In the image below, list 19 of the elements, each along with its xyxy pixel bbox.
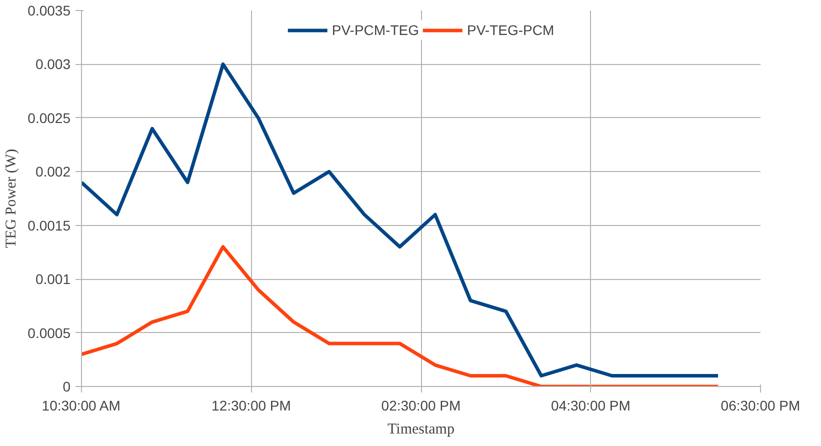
y-tick-label: 0.002 — [35, 164, 71, 180]
y-tick-label: 0.0035 — [28, 2, 71, 18]
x-tick-label: 06:30:00 PM — [720, 398, 800, 414]
y-tick-label: 0.0025 — [28, 110, 71, 126]
legend-label: PV-PCM-TEG — [332, 22, 419, 38]
y-axis-title: TEG Power (W) — [4, 148, 20, 248]
y-tick-label: 0.0015 — [28, 217, 71, 234]
x-tick-label: 12:30:00 PM — [212, 398, 291, 414]
x-tick-label: 02:30:00 PM — [381, 398, 461, 414]
y-tick-label: 0 — [62, 378, 71, 394]
x-tick-label: 04:30:00 PM — [551, 398, 630, 414]
x-axis-title: Timestamp — [388, 422, 454, 438]
y-tick-label: 0.003 — [35, 56, 71, 72]
x-tick-label: 10:30:00 AM — [42, 398, 120, 414]
y-tick-label: 0.001 — [35, 271, 71, 288]
line-series — [82, 245, 720, 386]
legend-label: PV-TEG-PCM — [467, 22, 554, 38]
y-tick-label: 0.0005 — [28, 324, 71, 341]
line-series — [82, 62, 720, 378]
